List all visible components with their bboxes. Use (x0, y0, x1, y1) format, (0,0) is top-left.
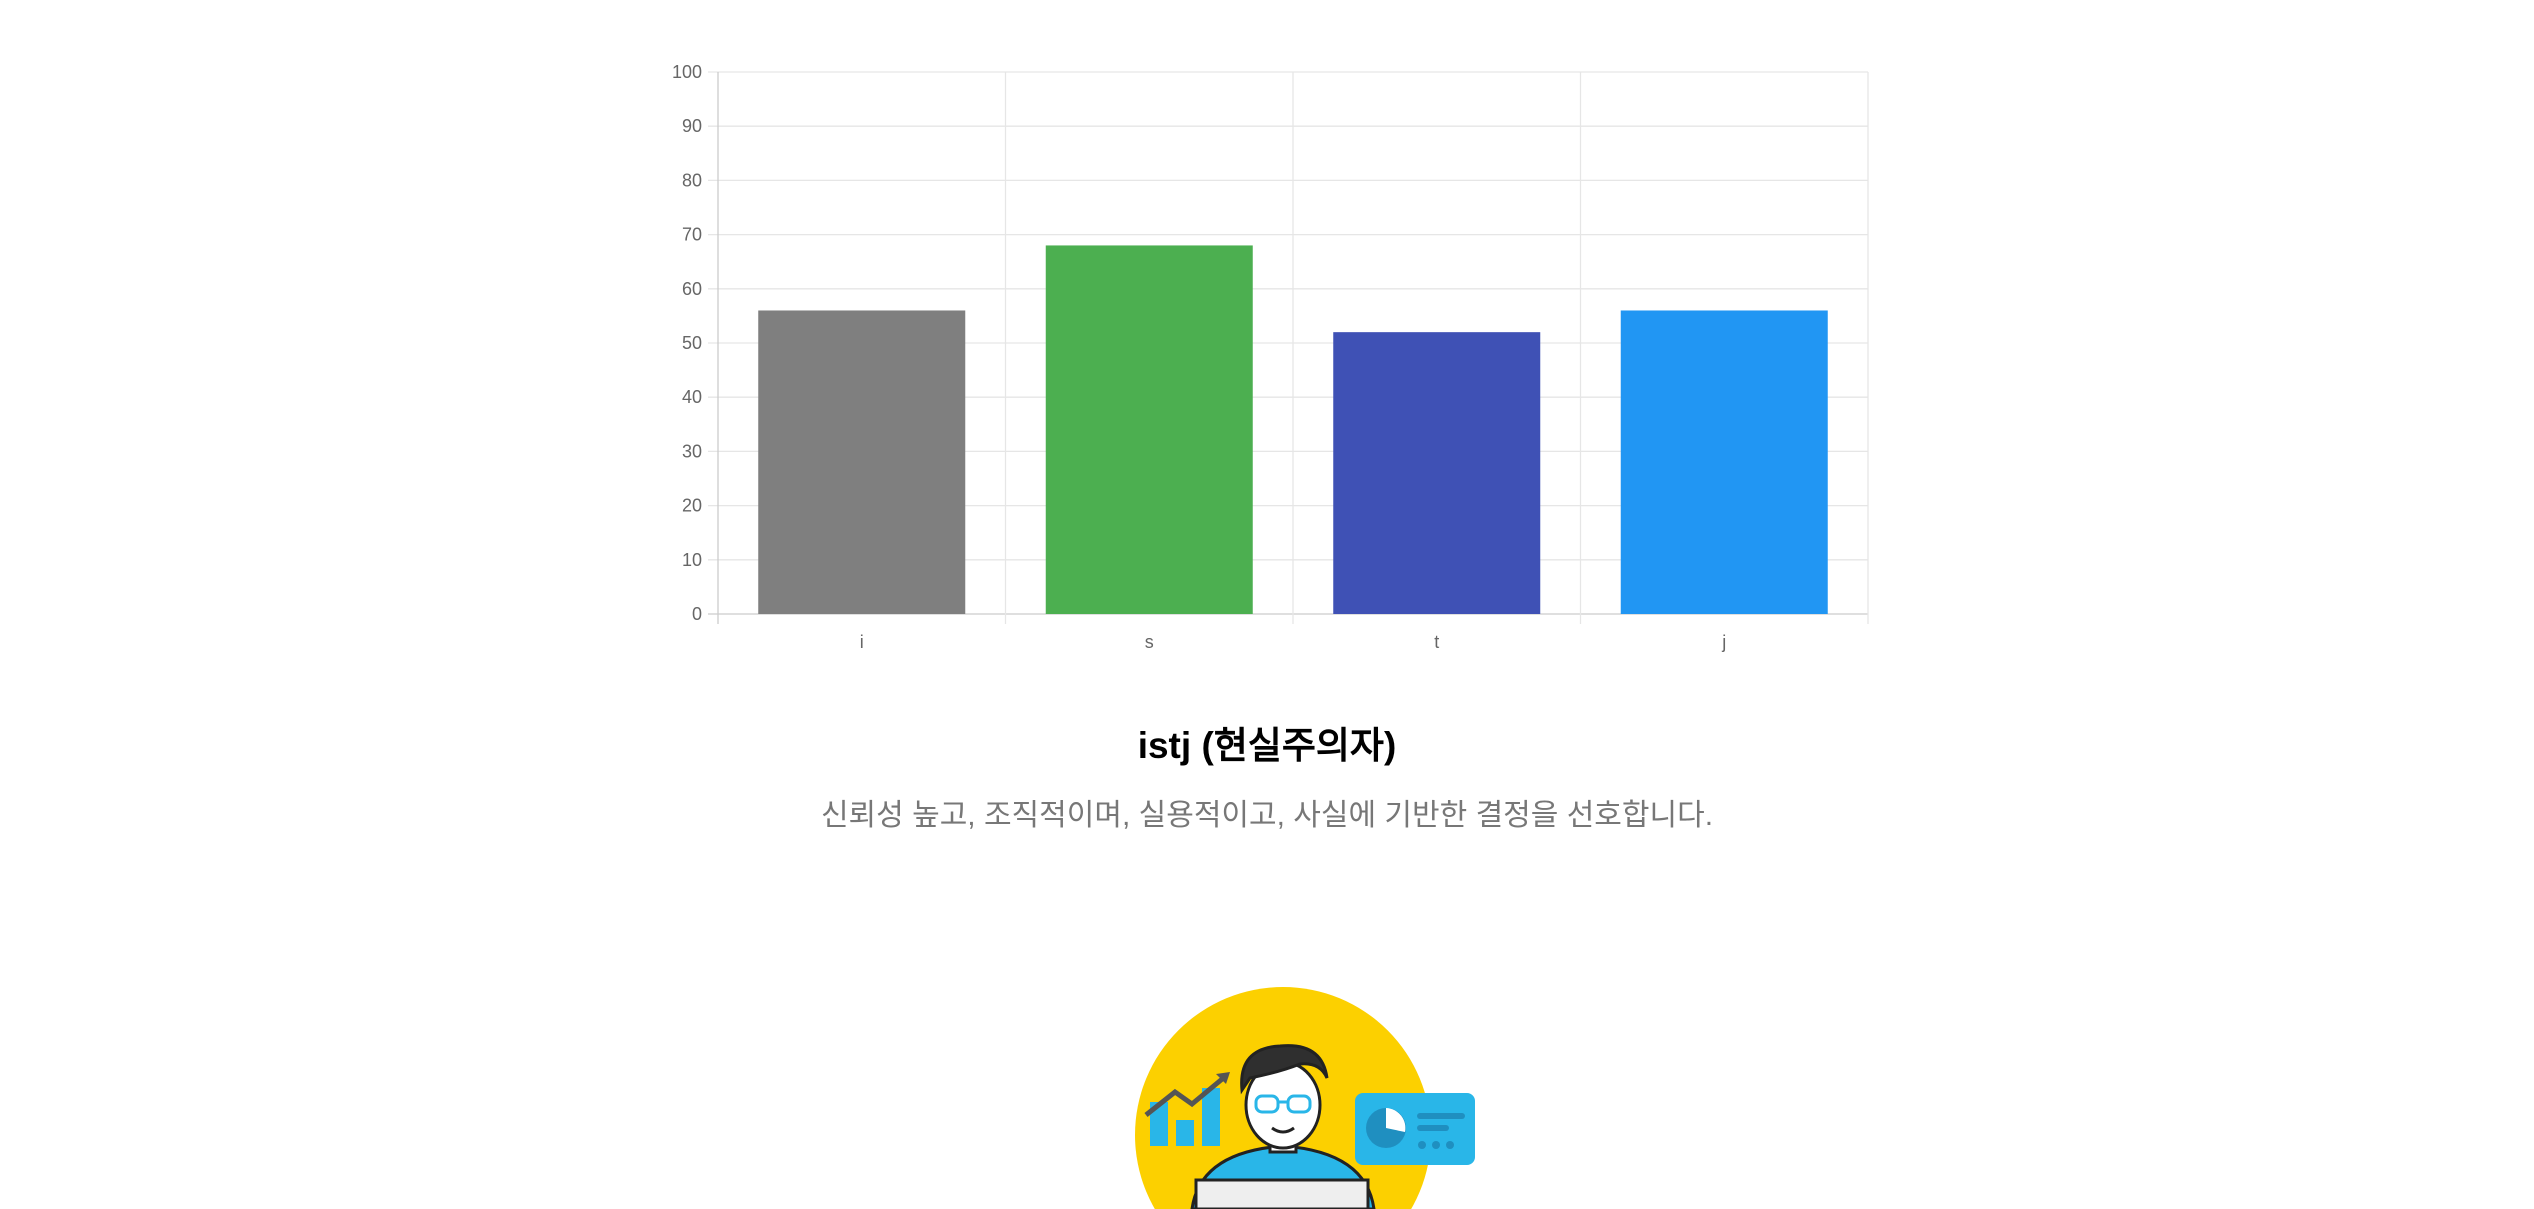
mbti-bar-chart: 0 10 20 30 40 50 60 70 80 90 100 i s t j (672, 62, 1869, 652)
y-tick-label: 10 (682, 550, 702, 570)
y-tick-label: 0 (692, 604, 702, 624)
x-tick-label: i (860, 632, 864, 652)
y-tick-label: 80 (682, 170, 702, 190)
y-axis-ticks: 0 10 20 30 40 50 60 70 80 90 100 (672, 62, 702, 624)
y-tick-label: 50 (682, 333, 702, 353)
y-tick-label: 90 (682, 116, 702, 136)
bar-j (1620, 310, 1828, 614)
bar-s (1045, 245, 1253, 614)
dashboard-card-icon (1355, 1093, 1475, 1165)
y-tick-label: 40 (682, 387, 702, 407)
chart-bars (758, 245, 1828, 614)
y-tick-label: 70 (682, 225, 702, 245)
x-tick-label: t (1434, 632, 1439, 652)
y-tick-label: 60 (682, 279, 702, 299)
y-tick-label: 20 (682, 496, 702, 516)
x-tick-label: s (1145, 632, 1154, 652)
y-tick-label: 100 (672, 62, 702, 82)
person-icon (1190, 1044, 1376, 1209)
result-description: 신뢰성 높고, 조직적이며, 실용적이고, 사실에 기반한 결정을 선호합니다. (820, 799, 1714, 832)
bar-t (1333, 332, 1541, 614)
bar-i (758, 310, 966, 614)
x-tick-label: j (1721, 632, 1726, 652)
y-tick-label: 30 (682, 441, 702, 461)
bar-chart-icon (1144, 1072, 1230, 1146)
result-title: istj (현실주의자) (1137, 725, 1397, 766)
person-with-laptop-and-charts-icon (1135, 987, 1475, 1209)
